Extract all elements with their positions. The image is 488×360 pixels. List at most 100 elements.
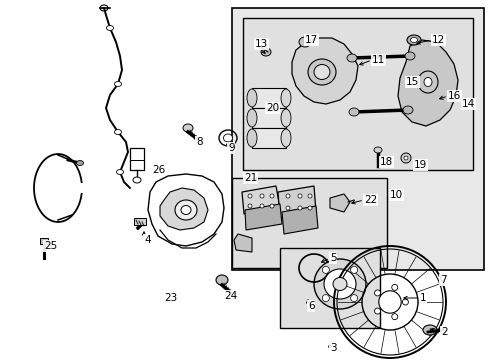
Polygon shape [242, 186, 280, 214]
Ellipse shape [350, 266, 357, 273]
Text: 1: 1 [419, 293, 426, 303]
Ellipse shape [297, 206, 302, 210]
Bar [134, 218, 146, 225]
Ellipse shape [348, 108, 358, 116]
Text: 25: 25 [44, 241, 57, 251]
Text: 24: 24 [224, 291, 237, 301]
Ellipse shape [261, 48, 270, 56]
Ellipse shape [324, 269, 355, 299]
Ellipse shape [374, 308, 380, 314]
Ellipse shape [422, 325, 436, 335]
Ellipse shape [406, 35, 420, 45]
Text: 13: 13 [254, 39, 268, 49]
Polygon shape [278, 186, 315, 218]
Ellipse shape [307, 59, 335, 85]
Text: 15: 15 [405, 77, 418, 87]
Polygon shape [329, 194, 349, 212]
Ellipse shape [297, 194, 302, 198]
Ellipse shape [106, 26, 113, 31]
Ellipse shape [269, 204, 273, 208]
Ellipse shape [114, 130, 121, 135]
Polygon shape [234, 234, 251, 252]
Text: 22: 22 [363, 195, 376, 205]
Ellipse shape [246, 109, 257, 127]
Ellipse shape [374, 290, 380, 296]
Ellipse shape [307, 206, 311, 210]
Polygon shape [397, 40, 457, 126]
Text: 8: 8 [196, 137, 202, 147]
Ellipse shape [285, 206, 289, 210]
Ellipse shape [260, 204, 264, 208]
Text: 18: 18 [379, 157, 392, 167]
Ellipse shape [247, 204, 251, 208]
Ellipse shape [247, 194, 251, 198]
Bar [231, 8, 483, 270]
Ellipse shape [391, 284, 397, 291]
Text: 6: 6 [307, 301, 314, 311]
Ellipse shape [260, 194, 264, 198]
Bar [243, 18, 472, 170]
Text: 9: 9 [227, 143, 234, 153]
Ellipse shape [403, 156, 407, 160]
Polygon shape [148, 174, 224, 246]
Polygon shape [282, 206, 317, 234]
Ellipse shape [298, 37, 310, 47]
Text: 12: 12 [431, 35, 445, 45]
Ellipse shape [183, 124, 193, 132]
Ellipse shape [402, 299, 407, 305]
Ellipse shape [423, 77, 431, 86]
Ellipse shape [313, 64, 329, 80]
Ellipse shape [346, 54, 356, 62]
Ellipse shape [285, 194, 289, 198]
Text: 4: 4 [143, 235, 150, 245]
Ellipse shape [281, 89, 290, 107]
Bar [251, 128, 285, 148]
Ellipse shape [175, 200, 197, 220]
Polygon shape [160, 188, 207, 230]
Text: 7: 7 [439, 275, 446, 285]
Ellipse shape [402, 106, 412, 114]
Polygon shape [244, 204, 282, 230]
Ellipse shape [307, 194, 311, 198]
Bar [251, 108, 285, 128]
Ellipse shape [133, 177, 141, 183]
Text: 17: 17 [305, 35, 318, 45]
Bar [251, 88, 285, 108]
Ellipse shape [313, 259, 365, 309]
Bar [130, 148, 143, 170]
Ellipse shape [409, 37, 417, 42]
Ellipse shape [281, 109, 290, 127]
Text: 20: 20 [265, 103, 279, 113]
Ellipse shape [223, 134, 232, 142]
Text: 19: 19 [413, 160, 427, 170]
Ellipse shape [269, 194, 273, 198]
Ellipse shape [246, 129, 257, 147]
Ellipse shape [322, 266, 329, 273]
Bar [40, 238, 48, 244]
Bar [231, 178, 386, 268]
Text: 11: 11 [371, 55, 385, 65]
Ellipse shape [404, 52, 414, 60]
Text: 3: 3 [329, 343, 336, 353]
Ellipse shape [391, 314, 397, 320]
Polygon shape [291, 38, 357, 104]
Ellipse shape [332, 278, 346, 291]
Ellipse shape [246, 89, 257, 107]
Ellipse shape [114, 81, 121, 86]
Ellipse shape [216, 275, 227, 285]
Text: 14: 14 [461, 99, 474, 109]
Ellipse shape [350, 294, 357, 302]
Ellipse shape [322, 294, 329, 302]
Text: 2: 2 [440, 327, 447, 337]
Text: 10: 10 [389, 190, 402, 200]
Text: 26: 26 [152, 165, 165, 175]
Ellipse shape [116, 170, 123, 175]
Text: 16: 16 [447, 91, 460, 101]
Ellipse shape [76, 161, 83, 166]
Text: 5: 5 [329, 253, 336, 263]
Bar [280, 248, 379, 328]
Ellipse shape [181, 206, 191, 215]
Ellipse shape [281, 129, 290, 147]
Text: 23: 23 [163, 293, 177, 303]
Ellipse shape [400, 153, 410, 163]
